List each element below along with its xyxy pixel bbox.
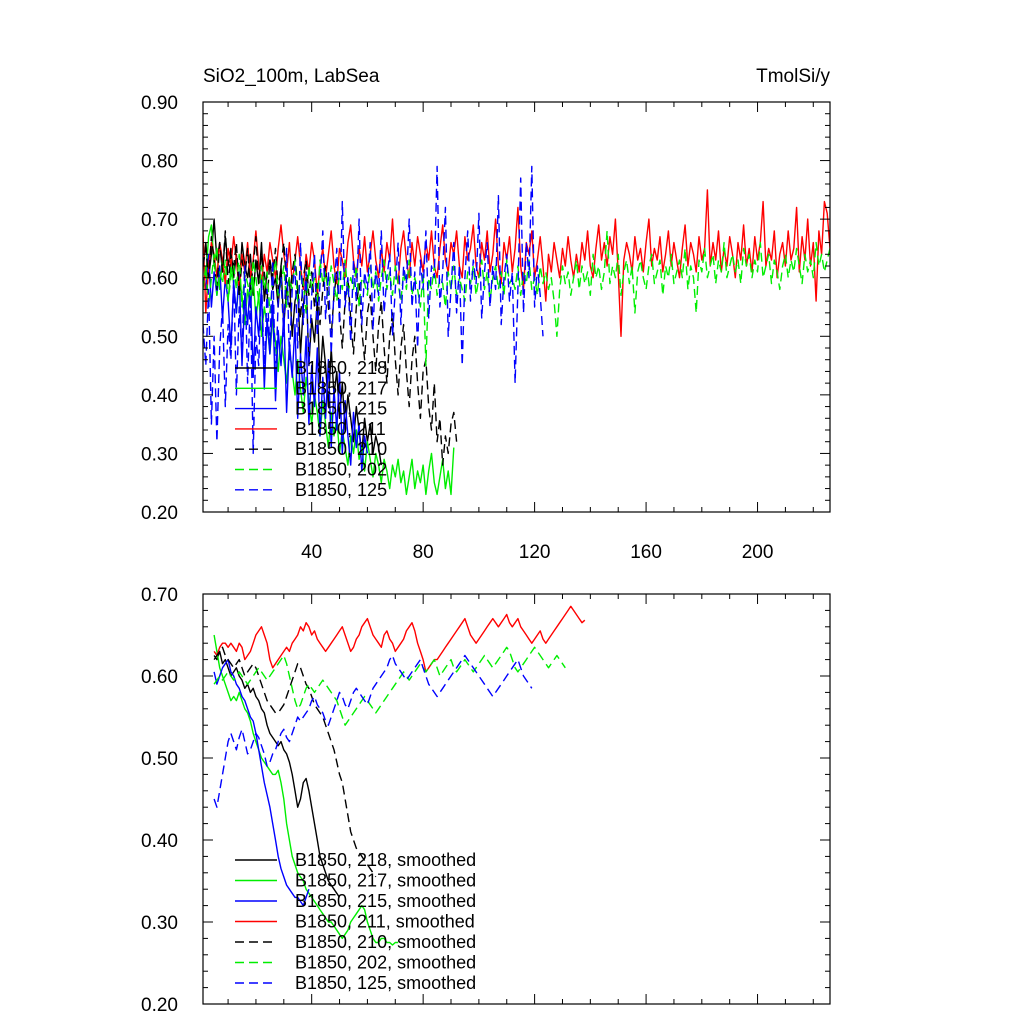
chart-bottom-frame [202,593,831,1005]
legend-label: B1850, 211, smoothed [295,912,475,932]
x-tick-label: 200 [742,542,774,563]
series-line-b1850-218 [203,218,382,466]
series-line-b1850-215-smoothed [213,658,310,907]
series-line-b1850-202-smoothed [213,646,566,726]
legend-label: B1850, 218 [295,358,387,378]
y-tick-label: 0.60 [141,269,178,290]
series-line-b1850-215 [203,253,369,472]
legend-label: B1850, 202, smoothed [295,953,476,973]
series-line-b1850-202 [203,230,830,367]
x-tick-label: 40 [301,542,322,563]
y-tick-label: 0.20 [141,995,178,1016]
y-tick-label: 0.60 [141,667,178,688]
chart-top-title-right: TmolSi/y [756,66,830,87]
chart-0-series-group [203,165,830,496]
legend-label: B1850, 217, smoothed [295,871,476,891]
legend-label: B1850, 215 [295,399,387,419]
chart-1-series-group [213,605,586,946]
chart-top: SiO2_100m, LabSea TmolSi/y 0.20 0.30 0.40 0… [141,66,831,563]
series-line-b1850-125 [203,165,544,455]
chart-top-frame [202,101,831,513]
y-tick-label: 0.30 [141,913,178,934]
y-tick-label: 0.20 [141,503,178,524]
series-line-b1850-211-smoothed [213,605,586,673]
series-line-b1850-217 [203,224,455,496]
y-tick-label: 0.30 [141,444,178,465]
series-line-b1850-210-smoothed [213,646,377,878]
legend-label: B1850, 211 [295,419,386,439]
y-tick-label: 0.50 [141,327,178,348]
legend-label: B1850, 210, smoothed [295,932,476,952]
x-tick-label: 80 [413,542,434,563]
y-tick-label: 0.40 [141,831,178,852]
series-line-b1850-125-smoothed [213,654,533,808]
series-line-b1850-217-smoothed [213,634,399,946]
chart-top-title-left: SiO2_100m, LabSea [203,66,380,87]
legend-label: B1850, 210 [295,439,387,459]
y-tick-label: 0.70 [141,585,178,606]
y-tick-label: 0.90 [141,93,178,114]
legend-label: B1850, 218, smoothed [295,850,476,870]
y-tick-label: 0.70 [141,210,178,231]
y-tick-label: 0.80 [141,152,178,173]
legend-label: B1850, 125, smoothed [295,973,476,993]
chart-bottom: 0.20 0.30 0.40 0.50 0.60 0.70 B1850, 218, smoo… [141,585,831,1016]
legend-label: B1850, 215, smoothed [295,891,476,911]
y-tick-label: 0.40 [141,386,178,407]
legend-label: B1850, 125 [295,480,387,500]
legend-label: B1850, 202 [295,460,387,480]
y-tick-label: 0.50 [141,749,178,770]
legend-label: B1850, 217 [295,378,387,398]
x-tick-label: 120 [519,542,551,563]
x-tick-label: 160 [630,542,662,563]
